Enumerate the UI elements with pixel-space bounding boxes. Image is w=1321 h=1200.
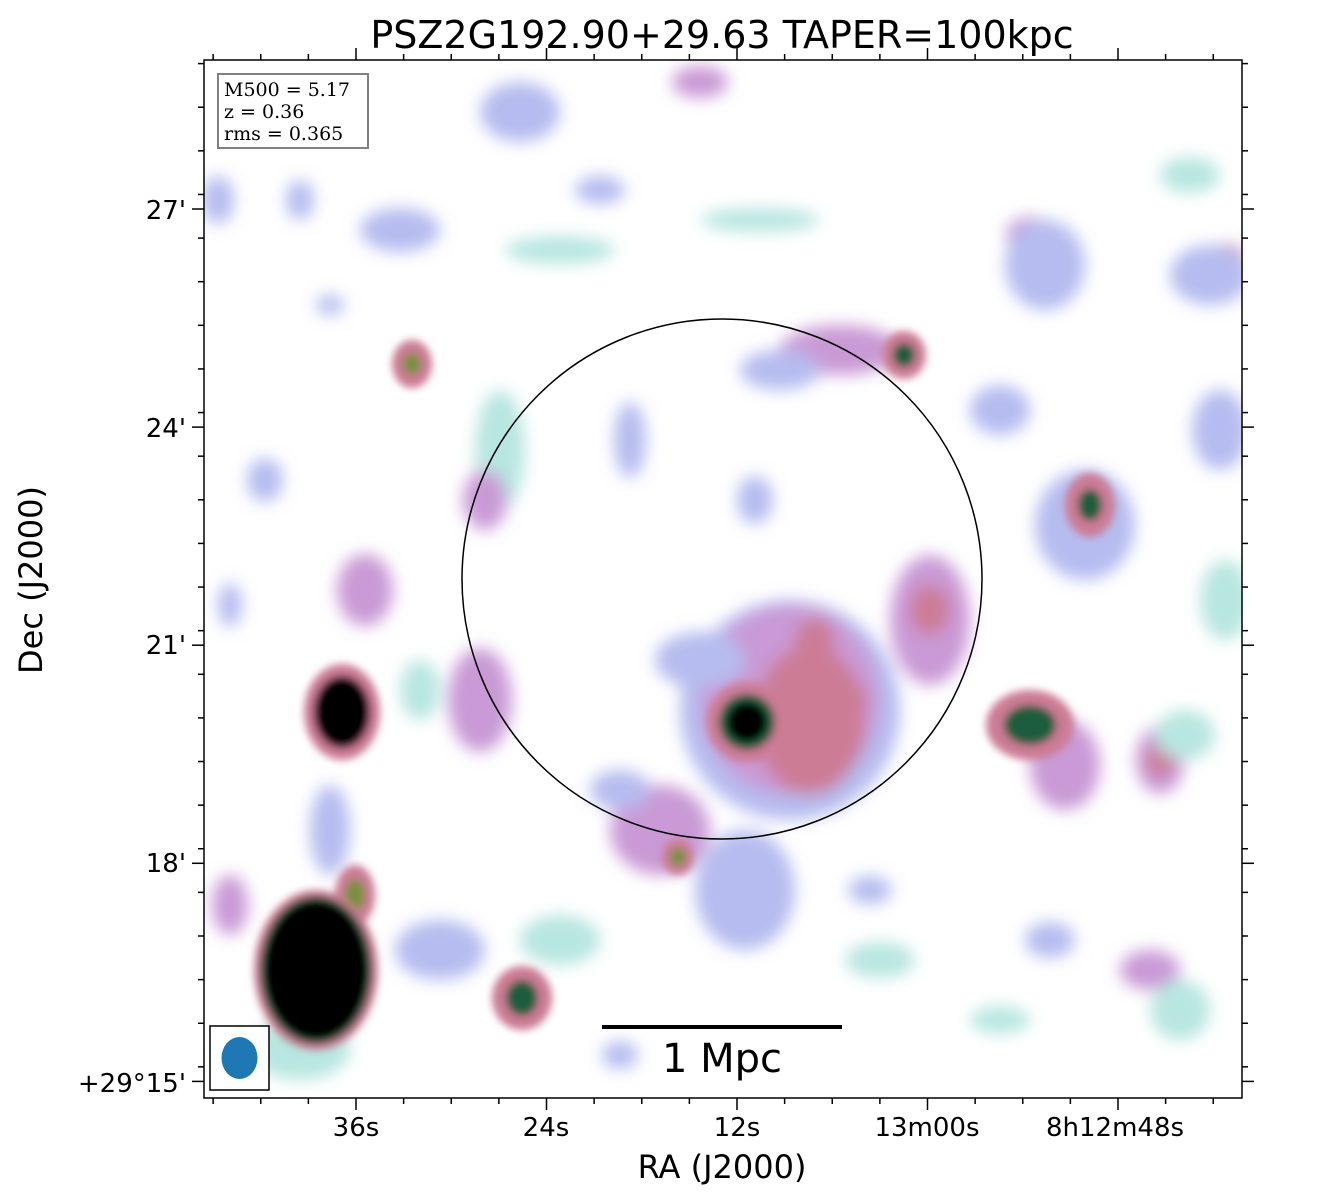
x-tick-label: 12s [714, 1113, 761, 1143]
y-axis-label: Dec (J2000) [12, 486, 50, 674]
info-line-redshift: z = 0.36 [224, 101, 304, 123]
x-tick-label: 8h12m48s [1046, 1113, 1184, 1143]
info-box-frame [217, 73, 369, 149]
y-tick-label: +29°15' [78, 1069, 186, 1099]
plot-area: M500 = 5.17 z = 0.36 rms = 0.365 1 Mpc [203, 59, 1243, 1099]
x-axis: 36s 24s 12s 13m00s 8h12m48s RA (J2000) [333, 1113, 1184, 1186]
x-tick-label: 24s [523, 1113, 570, 1143]
info-box: M500 = 5.17 z = 0.36 rms = 0.365 [217, 73, 369, 149]
chart-title: PSZ2G192.90+29.63 TAPER=100kpc [370, 13, 1073, 57]
y-tick-label: 27' [146, 196, 186, 226]
beam-box [209, 1025, 270, 1091]
y-axis: 27' 24' 21' 18' +29°15' Dec (J2000) [12, 196, 186, 1099]
scale-bar-label: 1 Mpc [662, 1036, 782, 1082]
beam-ellipse [221, 1037, 258, 1079]
y-tick-label: 21' [146, 631, 186, 661]
scale-bar: 1 Mpc [602, 1025, 842, 1082]
axis-ticks [192, 48, 1254, 1110]
y-tick-label: 24' [146, 414, 186, 444]
beam-indicator [209, 1025, 270, 1091]
plot-frame [203, 59, 1243, 1099]
emission-map [204, 66, 1242, 1080]
y-tick-label: 18' [146, 849, 186, 879]
info-line-m500: M500 = 5.17 [224, 79, 350, 101]
compact-sources [254, 331, 1115, 1050]
r500-circle [461, 318, 983, 840]
info-line-rms: rms = 0.365 [224, 123, 343, 145]
x-tick-label: 13m00s [874, 1113, 979, 1143]
x-axis-label: RA (J2000) [638, 1148, 807, 1186]
x-tick-label: 36s [333, 1113, 380, 1143]
